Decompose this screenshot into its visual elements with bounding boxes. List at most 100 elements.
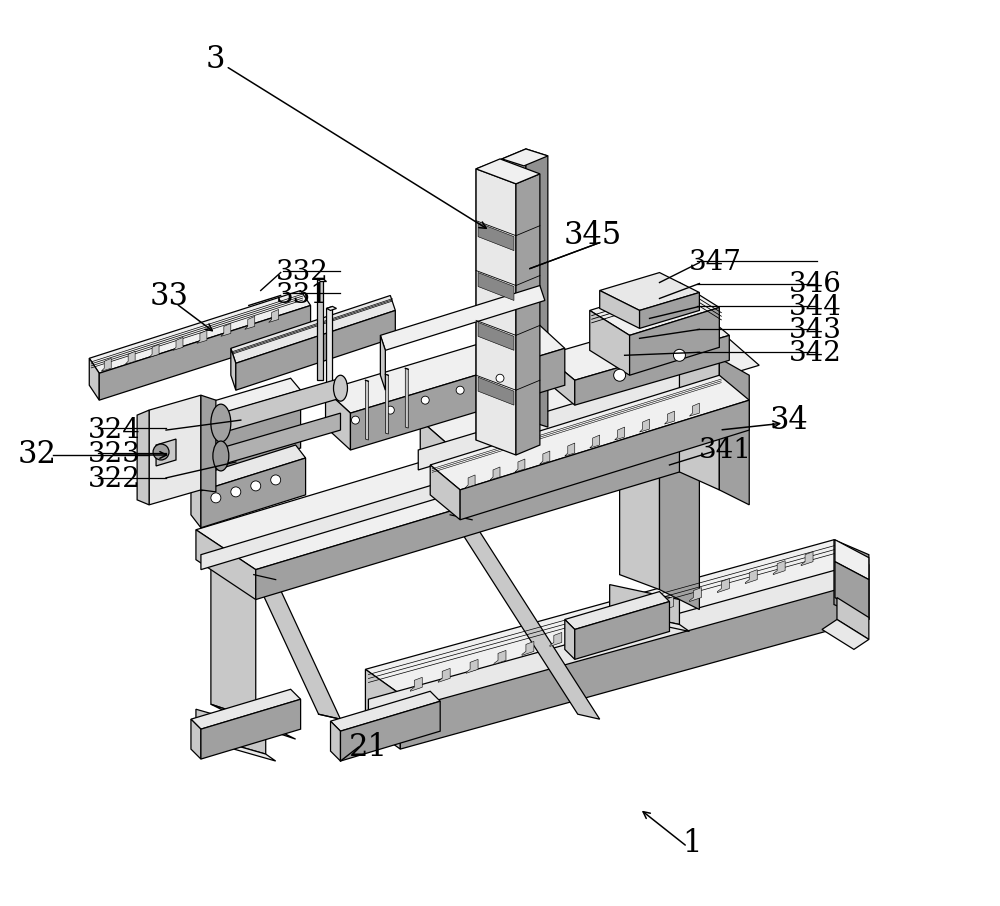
Ellipse shape <box>334 375 347 401</box>
Polygon shape <box>191 478 201 528</box>
Circle shape <box>271 475 281 485</box>
Polygon shape <box>662 596 673 611</box>
Polygon shape <box>340 701 440 761</box>
Polygon shape <box>590 311 630 375</box>
Polygon shape <box>331 721 340 761</box>
Polygon shape <box>196 390 719 570</box>
Polygon shape <box>430 375 749 490</box>
Polygon shape <box>476 159 540 184</box>
Text: 346: 346 <box>789 271 841 298</box>
Polygon shape <box>430 465 460 520</box>
Polygon shape <box>420 331 759 455</box>
Polygon shape <box>478 223 514 251</box>
Polygon shape <box>191 689 301 729</box>
Polygon shape <box>254 574 340 719</box>
Circle shape <box>456 386 464 394</box>
Text: 324: 324 <box>88 417 141 444</box>
Polygon shape <box>211 704 296 739</box>
Polygon shape <box>156 439 176 466</box>
Polygon shape <box>327 306 337 311</box>
Polygon shape <box>578 623 590 638</box>
Polygon shape <box>317 278 327 282</box>
Circle shape <box>231 487 241 496</box>
Polygon shape <box>191 445 306 491</box>
Polygon shape <box>490 467 500 480</box>
Text: 3: 3 <box>206 43 226 74</box>
Polygon shape <box>221 378 340 433</box>
Text: 323: 323 <box>88 441 141 468</box>
Polygon shape <box>231 295 395 363</box>
Polygon shape <box>600 273 699 311</box>
Polygon shape <box>550 632 562 646</box>
Polygon shape <box>460 400 749 520</box>
Polygon shape <box>620 420 660 590</box>
Polygon shape <box>326 325 565 413</box>
Text: 32: 32 <box>18 439 57 470</box>
Polygon shape <box>630 307 719 375</box>
Polygon shape <box>590 283 719 335</box>
Polygon shape <box>420 420 460 490</box>
Polygon shape <box>256 430 719 600</box>
Polygon shape <box>191 719 201 759</box>
Circle shape <box>251 481 261 491</box>
Polygon shape <box>331 691 440 731</box>
Polygon shape <box>478 323 514 351</box>
Polygon shape <box>149 378 301 432</box>
Polygon shape <box>149 344 159 357</box>
Polygon shape <box>634 605 646 620</box>
Circle shape <box>386 406 394 414</box>
Polygon shape <box>835 540 869 580</box>
Polygon shape <box>466 660 478 673</box>
Polygon shape <box>400 564 869 749</box>
Polygon shape <box>526 149 548 427</box>
Polygon shape <box>545 355 575 405</box>
Text: 345: 345 <box>564 220 622 251</box>
Polygon shape <box>125 352 135 364</box>
Polygon shape <box>689 588 701 602</box>
Polygon shape <box>89 358 99 400</box>
Polygon shape <box>516 174 540 455</box>
Polygon shape <box>640 419 650 432</box>
Polygon shape <box>196 734 276 761</box>
Polygon shape <box>565 592 669 630</box>
Text: 322: 322 <box>88 467 141 494</box>
Polygon shape <box>615 427 625 440</box>
Text: 34: 34 <box>770 405 808 436</box>
Polygon shape <box>600 291 640 328</box>
Polygon shape <box>460 365 719 490</box>
Polygon shape <box>221 413 340 465</box>
Circle shape <box>351 416 359 424</box>
Polygon shape <box>89 291 311 373</box>
Text: 341: 341 <box>699 437 752 464</box>
Polygon shape <box>689 403 699 416</box>
Polygon shape <box>196 530 256 600</box>
Polygon shape <box>719 358 749 505</box>
Polygon shape <box>211 560 256 719</box>
Polygon shape <box>173 337 183 351</box>
Polygon shape <box>837 598 869 640</box>
Polygon shape <box>478 377 514 405</box>
Polygon shape <box>159 390 301 490</box>
Polygon shape <box>590 435 600 448</box>
Polygon shape <box>365 540 869 694</box>
Polygon shape <box>149 420 159 490</box>
Polygon shape <box>540 451 550 464</box>
Polygon shape <box>197 331 207 343</box>
Circle shape <box>496 374 504 382</box>
Polygon shape <box>450 515 600 719</box>
Polygon shape <box>201 415 664 570</box>
Polygon shape <box>196 709 266 754</box>
Polygon shape <box>368 570 837 719</box>
Polygon shape <box>245 316 255 330</box>
Polygon shape <box>834 540 869 620</box>
Polygon shape <box>502 149 548 166</box>
Polygon shape <box>664 411 674 424</box>
Polygon shape <box>365 670 400 749</box>
Text: 343: 343 <box>789 317 841 344</box>
Polygon shape <box>717 579 729 593</box>
Text: 1: 1 <box>683 828 702 859</box>
Polygon shape <box>99 305 311 400</box>
Polygon shape <box>327 306 333 392</box>
Polygon shape <box>231 348 236 390</box>
Polygon shape <box>101 358 111 371</box>
